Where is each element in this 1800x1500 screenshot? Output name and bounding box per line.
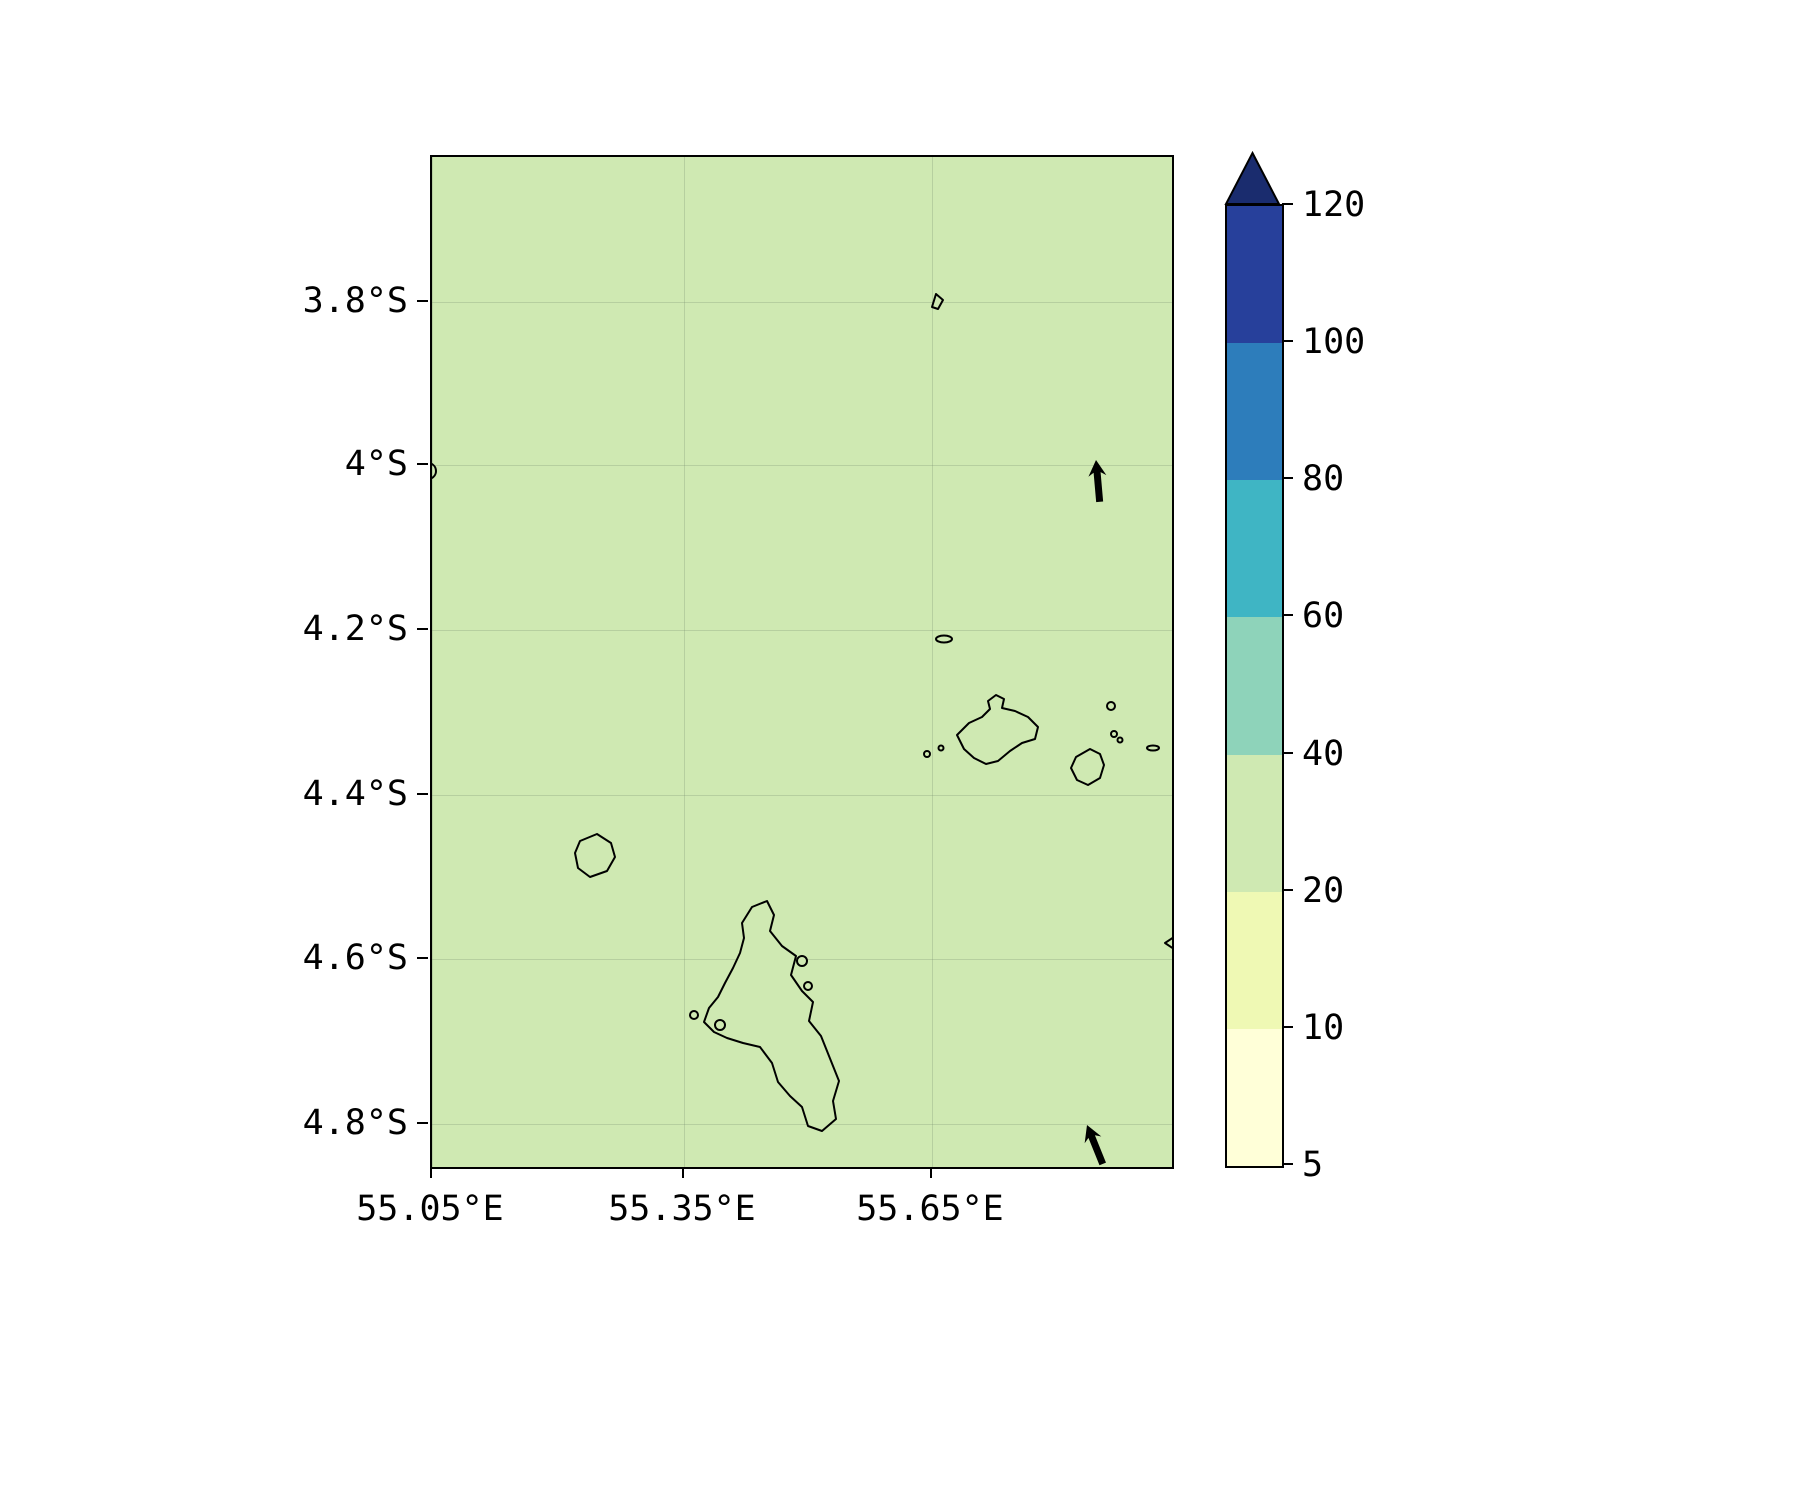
x-tick-label: 55.05°E <box>356 1189 504 1229</box>
gridline-horizontal <box>432 1124 1172 1125</box>
islet <box>689 1010 699 1020</box>
colorbar-tick <box>1282 751 1293 754</box>
colorbar-tick-label: 60 <box>1302 596 1345 637</box>
island-silhouette <box>574 833 616 878</box>
x-tick-mark <box>430 1167 432 1178</box>
y-tick-label: 3.8°S <box>302 281 408 321</box>
islet <box>1106 701 1116 711</box>
colorbar <box>1225 204 1284 1168</box>
x-tick-label: 55.35°E <box>608 1189 756 1229</box>
x-tick-mark <box>682 1167 684 1178</box>
gridline-horizontal <box>432 630 1172 631</box>
colorbar-tick <box>1282 1025 1293 1028</box>
colorbar-segment-40-60 <box>1227 617 1282 755</box>
islet <box>714 1019 726 1031</box>
islet <box>803 981 813 991</box>
map-panel <box>430 155 1174 1169</box>
colorbar-tick <box>1282 888 1293 891</box>
islet-north <box>931 293 944 310</box>
x-tick-mark <box>930 1167 932 1178</box>
gridline-vertical <box>432 157 433 1167</box>
island-praslin <box>956 694 1039 765</box>
colorbar-tick <box>1282 477 1293 480</box>
islet <box>1146 744 1160 752</box>
colorbar-tick <box>1282 1163 1293 1165</box>
islet <box>937 744 945 752</box>
y-tick-mark <box>417 1122 428 1124</box>
colorbar-tick-label: 10 <box>1302 1007 1345 1048</box>
colorbar-tick-label: 20 <box>1302 870 1345 911</box>
colorbar-segment-10-20 <box>1227 891 1282 1029</box>
colorbar-tick-label: 5 <box>1302 1145 1324 1185</box>
colorbar-extend-triangle <box>1224 150 1281 205</box>
gridline-horizontal <box>432 302 1172 303</box>
x-tick-label: 55.65°E <box>856 1189 1004 1229</box>
colorbar-segment-5-10 <box>1227 1028 1282 1166</box>
y-tick-label: 4.2°S <box>302 609 408 649</box>
coastlines-layer <box>432 293 1172 1166</box>
wind-arrow <box>1084 1125 1106 1166</box>
islet <box>1110 730 1118 738</box>
colorbar-tick-label: 80 <box>1302 459 1345 500</box>
gridline-horizontal <box>432 795 1172 796</box>
island-mahe <box>703 900 840 1132</box>
islet-right-edge <box>1164 937 1172 949</box>
colorbar-segment-100-120 <box>1227 206 1282 344</box>
y-tick-label: 4.4°S <box>302 774 408 814</box>
colorbar-tick-label: 120 <box>1302 185 1366 225</box>
y-tick-label: 4.8°S <box>302 1103 408 1143</box>
y-tick-mark <box>417 300 428 302</box>
colorbar-segment-20-40 <box>1227 754 1282 892</box>
gridline-vertical <box>684 157 685 1167</box>
gridline-horizontal <box>432 465 1172 466</box>
coast-left-edge <box>432 462 437 480</box>
y-tick-mark <box>417 957 428 959</box>
islet <box>1116 736 1124 744</box>
colorbar-tick-label: 40 <box>1302 733 1345 774</box>
colorbar-segment-60-80 <box>1227 480 1282 618</box>
colorbar-tick <box>1282 203 1293 205</box>
colorbar-tick <box>1282 340 1293 343</box>
gridline-vertical <box>932 157 933 1167</box>
islet <box>796 955 808 967</box>
wind-arrow <box>1088 460 1107 503</box>
y-tick-mark <box>417 628 428 630</box>
y-tick-mark <box>417 793 428 795</box>
colorbar-tick-label: 100 <box>1302 322 1366 363</box>
y-tick-mark <box>417 463 428 465</box>
colorbar-segment-80-100 <box>1227 343 1282 481</box>
island-la-digue <box>1070 748 1105 786</box>
colorbar-tick <box>1282 614 1293 617</box>
y-tick-label: 4.6°S <box>302 938 408 978</box>
islet-dash <box>935 634 953 644</box>
islet <box>923 750 931 758</box>
y-tick-label: 4°S <box>344 444 408 484</box>
